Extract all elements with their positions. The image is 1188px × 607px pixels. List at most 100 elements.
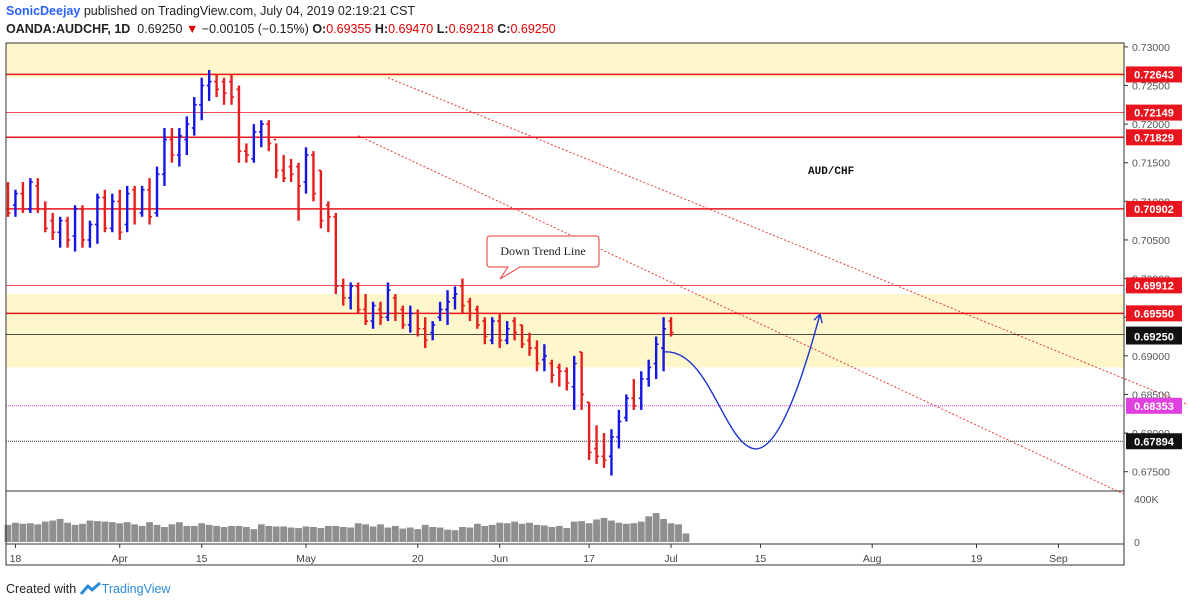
ohlc-bar[interactable] (229, 73, 234, 105)
ohlc-bar[interactable] (27, 178, 33, 213)
ohlc-bar[interactable] (236, 85, 242, 163)
ohlc-bar[interactable] (616, 409, 622, 449)
ohlc-bar[interactable] (161, 127, 167, 186)
ohlc-bar[interactable] (318, 169, 324, 229)
ohlc-bar[interactable] (109, 193, 115, 233)
ohlc-bar[interactable] (661, 317, 667, 372)
ohlc-bar[interactable] (407, 305, 413, 333)
ohlc-bar[interactable] (668, 317, 674, 337)
ohlc-bar[interactable] (348, 282, 354, 310)
ohlc-bar[interactable] (12, 189, 18, 217)
ohlc-bar[interactable] (87, 220, 93, 248)
ohlc-bar[interactable] (653, 336, 659, 379)
ohlc-bar[interactable] (50, 212, 56, 240)
ohlc-bar[interactable] (288, 158, 294, 183)
ohlc-bar[interactable] (65, 216, 71, 248)
ohlc-bar[interactable] (474, 305, 480, 329)
ohlc-bar[interactable] (310, 151, 316, 202)
ohlc-bar[interactable] (303, 147, 309, 194)
ohlc-bar[interactable] (206, 70, 212, 101)
ohlc-bar[interactable] (601, 433, 607, 468)
ohlc-bar[interactable] (184, 116, 190, 155)
ohlc-bar[interactable] (623, 394, 629, 422)
ohlc-bar[interactable] (296, 162, 302, 221)
ohlc-bar[interactable] (258, 120, 264, 148)
ohlc-bar[interactable] (57, 216, 63, 248)
ohlc-bar[interactable] (527, 332, 532, 356)
ohlc-bar[interactable] (251, 124, 257, 163)
ohlc-bar[interactable] (20, 182, 26, 213)
ohlc-bar[interactable] (564, 367, 570, 391)
ohlc-bar[interactable] (42, 201, 48, 233)
ohlc-bar[interactable] (333, 212, 339, 295)
callout-box[interactable] (486, 235, 600, 280)
ohlc-bar[interactable] (102, 189, 108, 233)
ohlc-bar[interactable] (340, 278, 346, 306)
channel-upper-line[interactable] (387, 77, 1188, 495)
ohlc-bar[interactable] (631, 379, 637, 410)
ohlc-bar[interactable] (132, 185, 138, 225)
ohlc-bar[interactable] (430, 321, 436, 341)
ohlc-bar[interactable] (355, 282, 361, 314)
channel-lower-line[interactable] (357, 135, 1126, 496)
ohlc-bar[interactable] (541, 344, 547, 372)
ohlc-bar[interactable] (35, 178, 41, 213)
ohlc-bar[interactable] (147, 178, 153, 225)
ohlc-bar[interactable] (176, 127, 182, 167)
ohlc-bar[interactable] (638, 371, 644, 410)
ohlc-bar[interactable] (556, 363, 562, 387)
ohlc-bar[interactable] (497, 313, 503, 349)
ohlc-bar[interactable] (571, 355, 577, 410)
ohlc-bar[interactable] (199, 77, 205, 121)
ohlc-bar[interactable] (385, 282, 391, 322)
ohlc-bar[interactable] (415, 309, 421, 337)
ohlc-bar[interactable] (378, 301, 383, 325)
ohlc-bar[interactable] (221, 77, 227, 105)
forecast-curve[interactable] (663, 313, 821, 450)
ohlc-bar[interactable] (646, 359, 652, 387)
ohlc-bar[interactable] (422, 317, 428, 349)
ohlc-bar[interactable] (586, 401, 592, 461)
ohlc-bar[interactable] (445, 290, 451, 325)
ohlc-bar[interactable] (467, 297, 473, 322)
ohlc-bar[interactable] (94, 193, 100, 244)
ohlc-bar[interactable] (579, 351, 585, 410)
ohlc-bar[interactable] (117, 189, 123, 240)
ohlc-bar[interactable] (80, 205, 85, 248)
volume-bar (183, 525, 191, 542)
ohlc-bar[interactable] (594, 425, 600, 464)
ohlc-bar[interactable] (482, 317, 488, 345)
author-link[interactable]: SonicDeejay (6, 4, 81, 18)
ohlc-bar[interactable] (608, 429, 614, 476)
ohlc-bar[interactable] (489, 317, 495, 345)
ohlc-bar[interactable] (124, 185, 130, 233)
ohlc-bar[interactable] (266, 120, 272, 152)
ohlc-bar[interactable] (452, 286, 458, 310)
ohlc-bar[interactable] (459, 278, 465, 314)
volume-bar (12, 522, 19, 542)
ohlc-bar[interactable] (72, 205, 78, 252)
ohlc-bar[interactable] (512, 317, 518, 341)
ohlc-bar[interactable] (243, 143, 249, 163)
ohlc-bar[interactable] (370, 301, 376, 329)
ohlc-bar[interactable] (139, 185, 145, 217)
ohlc-bar[interactable] (191, 97, 197, 136)
ohlc-bar[interactable] (363, 294, 369, 325)
level-label-text: 0.69250 (1134, 332, 1174, 344)
volume-bar (310, 527, 317, 542)
ohlc-bar[interactable] (549, 359, 555, 383)
ohlc-bar[interactable] (154, 166, 160, 217)
ohlc-bar[interactable] (437, 301, 443, 322)
ohlc-bar[interactable] (169, 127, 175, 163)
tradingview-brand[interactable]: TradingView (101, 582, 171, 596)
ohlc-bar[interactable] (400, 305, 406, 329)
ohlc-bar[interactable] (325, 201, 331, 233)
ohlc-bar[interactable] (273, 138, 279, 179)
ohlc-bar[interactable] (534, 340, 540, 372)
ohlc-bar[interactable] (281, 155, 287, 183)
ohlc-bar[interactable] (214, 73, 220, 98)
ohlc-bar[interactable] (392, 294, 398, 322)
ohlc-bar[interactable] (519, 324, 525, 349)
ohlc-bar[interactable] (504, 321, 510, 345)
